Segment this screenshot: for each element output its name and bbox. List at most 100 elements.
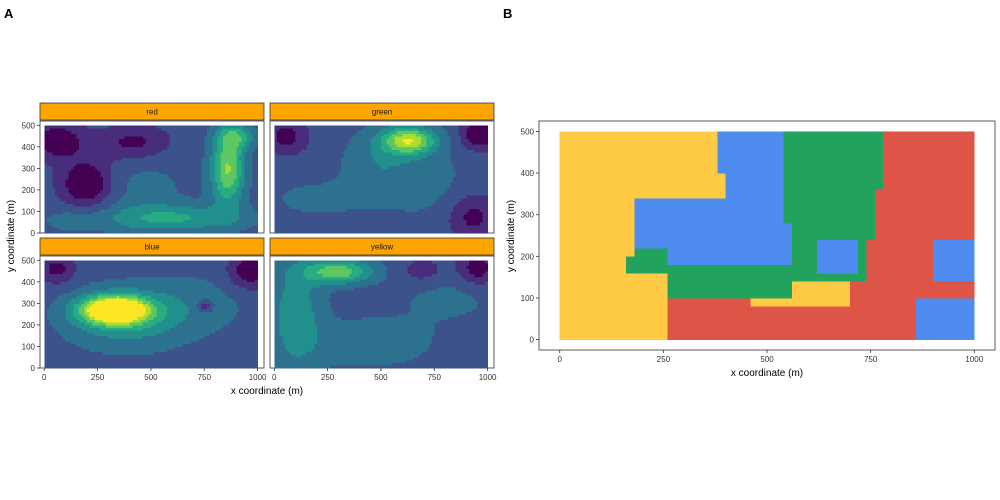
contour-cell bbox=[49, 184, 53, 188]
contour-cell bbox=[161, 187, 165, 191]
contour-cell bbox=[407, 214, 411, 218]
contour-cell bbox=[113, 133, 117, 137]
contour-cell bbox=[169, 222, 173, 226]
contour-cell bbox=[274, 203, 278, 207]
contour-cell bbox=[484, 184, 488, 188]
contour-cell bbox=[54, 154, 58, 159]
contour-cell bbox=[145, 146, 149, 150]
contour-cell bbox=[311, 203, 315, 207]
contour-cell bbox=[482, 184, 486, 188]
contour-cell bbox=[156, 173, 160, 177]
contour-cell bbox=[89, 125, 93, 129]
contour-cell bbox=[68, 230, 72, 234]
contour-cell bbox=[113, 163, 117, 167]
contour-cell bbox=[343, 200, 347, 204]
contour-cell bbox=[450, 222, 454, 226]
contour-cell bbox=[164, 130, 168, 134]
contour-cell bbox=[246, 136, 250, 140]
contour-cell bbox=[49, 141, 53, 145]
contour-cell bbox=[354, 214, 358, 218]
contour-cell bbox=[44, 154, 48, 159]
contour-cell bbox=[158, 171, 162, 175]
contour-cell bbox=[356, 219, 360, 223]
contour-cell bbox=[222, 160, 226, 164]
contour-cell bbox=[201, 211, 205, 215]
contour-cell bbox=[212, 214, 216, 218]
contour-cell bbox=[97, 203, 101, 207]
contour-cell bbox=[108, 125, 112, 129]
contour-cell bbox=[209, 138, 213, 142]
contour-cell bbox=[311, 179, 315, 183]
contour-cell bbox=[116, 200, 120, 204]
contour-cell bbox=[287, 219, 291, 223]
contour-cell bbox=[412, 179, 416, 183]
contour-cell bbox=[246, 227, 250, 231]
contour-cell bbox=[404, 206, 408, 210]
contour-cell bbox=[140, 203, 144, 207]
contour-cell bbox=[145, 227, 149, 231]
contour-cell bbox=[222, 208, 226, 212]
contour-cell bbox=[166, 171, 170, 175]
contour-cell bbox=[94, 141, 98, 145]
contour-cell bbox=[431, 203, 435, 207]
contour-cell bbox=[295, 227, 299, 231]
contour-cell bbox=[378, 173, 382, 177]
contour-cell bbox=[455, 203, 459, 207]
contour-cell bbox=[105, 192, 109, 196]
contour-cell bbox=[375, 192, 379, 196]
contour-cell bbox=[335, 230, 339, 234]
contour-cell bbox=[212, 138, 216, 142]
contour-cell bbox=[113, 187, 117, 191]
contour-cell bbox=[78, 171, 82, 175]
contour-cell bbox=[118, 165, 122, 169]
contour-cell bbox=[351, 206, 355, 210]
contour-cell bbox=[450, 187, 454, 191]
contour-cell bbox=[287, 208, 291, 212]
contour-cell bbox=[206, 219, 210, 223]
contour-cell bbox=[86, 179, 90, 183]
contour-cell bbox=[60, 211, 64, 215]
contour-cell bbox=[124, 176, 128, 180]
contour-cell bbox=[359, 198, 363, 202]
contour-cell bbox=[81, 227, 85, 231]
contour-cell bbox=[137, 214, 141, 218]
contour-cell bbox=[46, 176, 50, 180]
contour-cell bbox=[282, 187, 286, 191]
contour-cell bbox=[458, 184, 462, 188]
contour-cell bbox=[479, 203, 483, 207]
contour-cell bbox=[439, 227, 443, 231]
contour-cell bbox=[214, 133, 218, 137]
contour-cell bbox=[132, 179, 136, 183]
contour-cell bbox=[367, 192, 371, 196]
contour-cell bbox=[375, 189, 379, 194]
contour-cell bbox=[62, 157, 66, 161]
contour-cell bbox=[65, 125, 69, 129]
contour-cell bbox=[402, 195, 406, 199]
contour-cell bbox=[327, 176, 331, 180]
contour-cell bbox=[452, 203, 456, 207]
contour-cell bbox=[198, 163, 202, 167]
contour-cell bbox=[252, 181, 256, 185]
contour-cell bbox=[169, 171, 173, 175]
contour-cell bbox=[383, 179, 387, 183]
contour-cell bbox=[249, 211, 253, 215]
contour-cell bbox=[73, 208, 77, 212]
contour-cell bbox=[177, 189, 181, 194]
contour-cell bbox=[354, 184, 358, 188]
contour-cell bbox=[46, 195, 50, 199]
contour-cell bbox=[225, 227, 229, 231]
contour-cell bbox=[129, 152, 133, 156]
contour-cell bbox=[412, 189, 416, 194]
contour-cell bbox=[153, 176, 157, 180]
contour-cell bbox=[65, 173, 69, 177]
contour-cell bbox=[65, 189, 69, 194]
contour-cell bbox=[185, 160, 189, 164]
contour-cell bbox=[303, 214, 307, 218]
contour-cell bbox=[60, 168, 64, 172]
contour-cell bbox=[46, 146, 50, 150]
contour-cell bbox=[306, 200, 310, 204]
contour-cell bbox=[196, 203, 200, 207]
contour-cell bbox=[196, 138, 200, 142]
contour-cell bbox=[404, 181, 408, 185]
contour-cell bbox=[137, 195, 141, 199]
